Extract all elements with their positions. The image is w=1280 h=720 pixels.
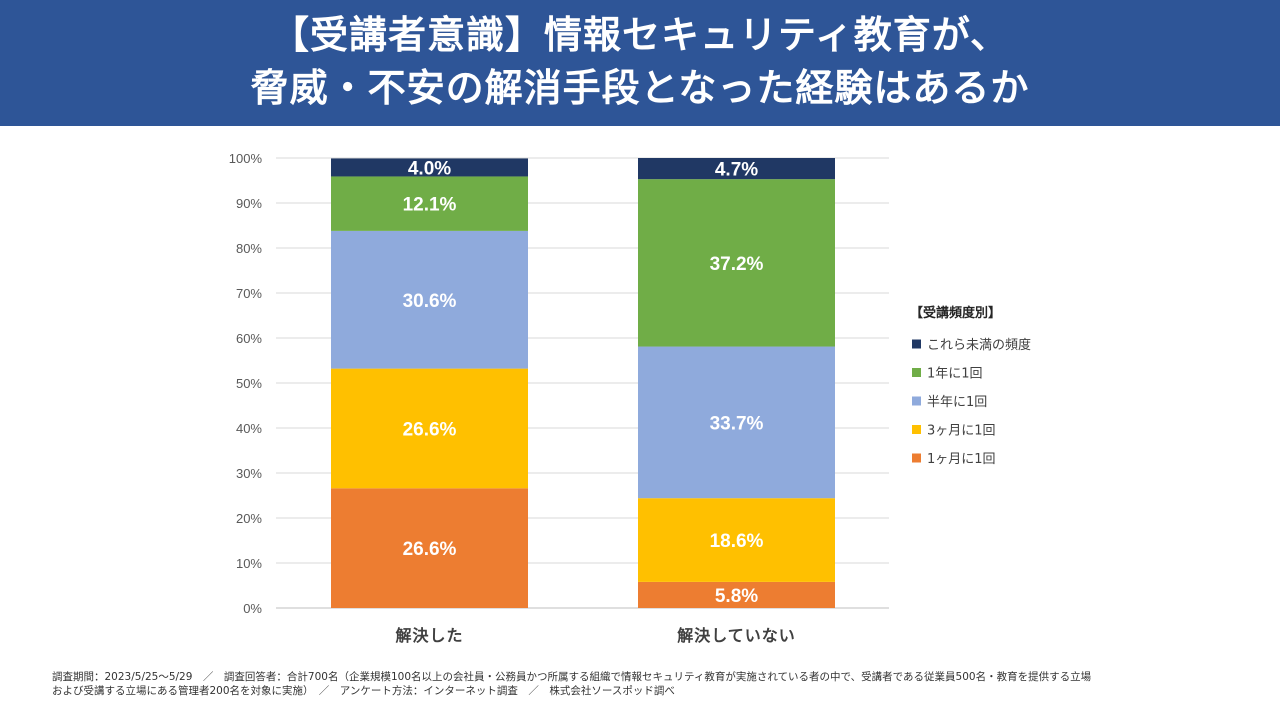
- legend-swatch: [912, 396, 921, 406]
- y-tick-label: 80%: [236, 241, 262, 256]
- bar-segment: [638, 581, 835, 608]
- legend-swatch: [912, 368, 921, 377]
- legend-label: 1ヶ月に1回: [927, 452, 996, 467]
- footnote-line1: 調査期間：2023/5/25〜5/29 ／ 調査回答者：合計700名（企業規模1…: [52, 671, 1092, 683]
- y-tick-label: 0%: [243, 601, 262, 616]
- bar-segment: [331, 176, 528, 231]
- legend-label: これら未満の頻度: [927, 337, 1031, 353]
- y-tick-label: 60%: [236, 331, 262, 346]
- chart-title-line1: 【受講者意識】情報セキュリティ教育が、: [271, 13, 1009, 57]
- legend-swatch: [912, 339, 921, 349]
- data-label: 26.6%: [403, 539, 457, 560]
- footnote-line2: および受講する立場にある管理者200名を対象に実施） ／ アンケート方法：インタ…: [52, 685, 675, 697]
- bar-segment: [638, 158, 835, 180]
- data-label: 12.1%: [403, 195, 457, 216]
- survey-footnote: 調査期間：2023/5/25〜5/29 ／ 調査回答者：合計700名（企業規模1…: [52, 670, 1252, 698]
- chart-title-line2: 脅威・不安の解消手段となった経験はあるか: [250, 66, 1030, 110]
- y-tick-label: 10%: [236, 556, 262, 571]
- data-label: 4.7%: [715, 160, 758, 181]
- y-tick-label: 50%: [236, 376, 262, 391]
- legend-swatch: [912, 453, 921, 463]
- legend-title: 【受講頻度別】: [910, 305, 1001, 321]
- title-banner: 【受講者意識】情報セキュリティ教育が、 脅威・不安の解消手段となった経験はあるか: [0, 0, 1280, 126]
- bar-segment: [638, 179, 835, 347]
- legend-label: 半年に1回: [927, 395, 987, 410]
- data-label: 33.7%: [710, 413, 764, 434]
- category-label: 解決していない: [677, 626, 796, 645]
- data-label: 30.6%: [403, 291, 457, 312]
- bar-segment: [331, 488, 528, 608]
- legend-swatch: [912, 425, 921, 434]
- data-label: 4.0%: [408, 158, 451, 179]
- y-tick-label: 40%: [236, 421, 262, 436]
- stacked-bar-chart: 0% 10% 20% 30% 40% 50% 60% 70% 80% 90% 100% 26.6% 2…: [229, 151, 1031, 645]
- bar-segment: [638, 498, 835, 582]
- bar-segment: [331, 158, 528, 177]
- y-tick-label: 20%: [236, 511, 262, 526]
- y-tick-label: 100%: [229, 151, 263, 166]
- y-tick-label: 70%: [236, 286, 262, 301]
- data-label: 37.2%: [710, 254, 764, 275]
- data-label: 26.6%: [403, 419, 457, 440]
- legend-label: 1年に1回: [927, 367, 983, 382]
- data-label: 18.6%: [710, 531, 764, 552]
- y-tick-label: 30%: [236, 466, 262, 481]
- y-tick-label: 90%: [236, 196, 262, 211]
- bar-segment: [638, 346, 835, 499]
- bar-segment: [331, 368, 528, 489]
- category-label: 解決した: [395, 626, 463, 645]
- bar-segment: [331, 230, 528, 369]
- data-label: 5.8%: [715, 586, 758, 607]
- legend-label: 3ヶ月に1回: [927, 424, 996, 439]
